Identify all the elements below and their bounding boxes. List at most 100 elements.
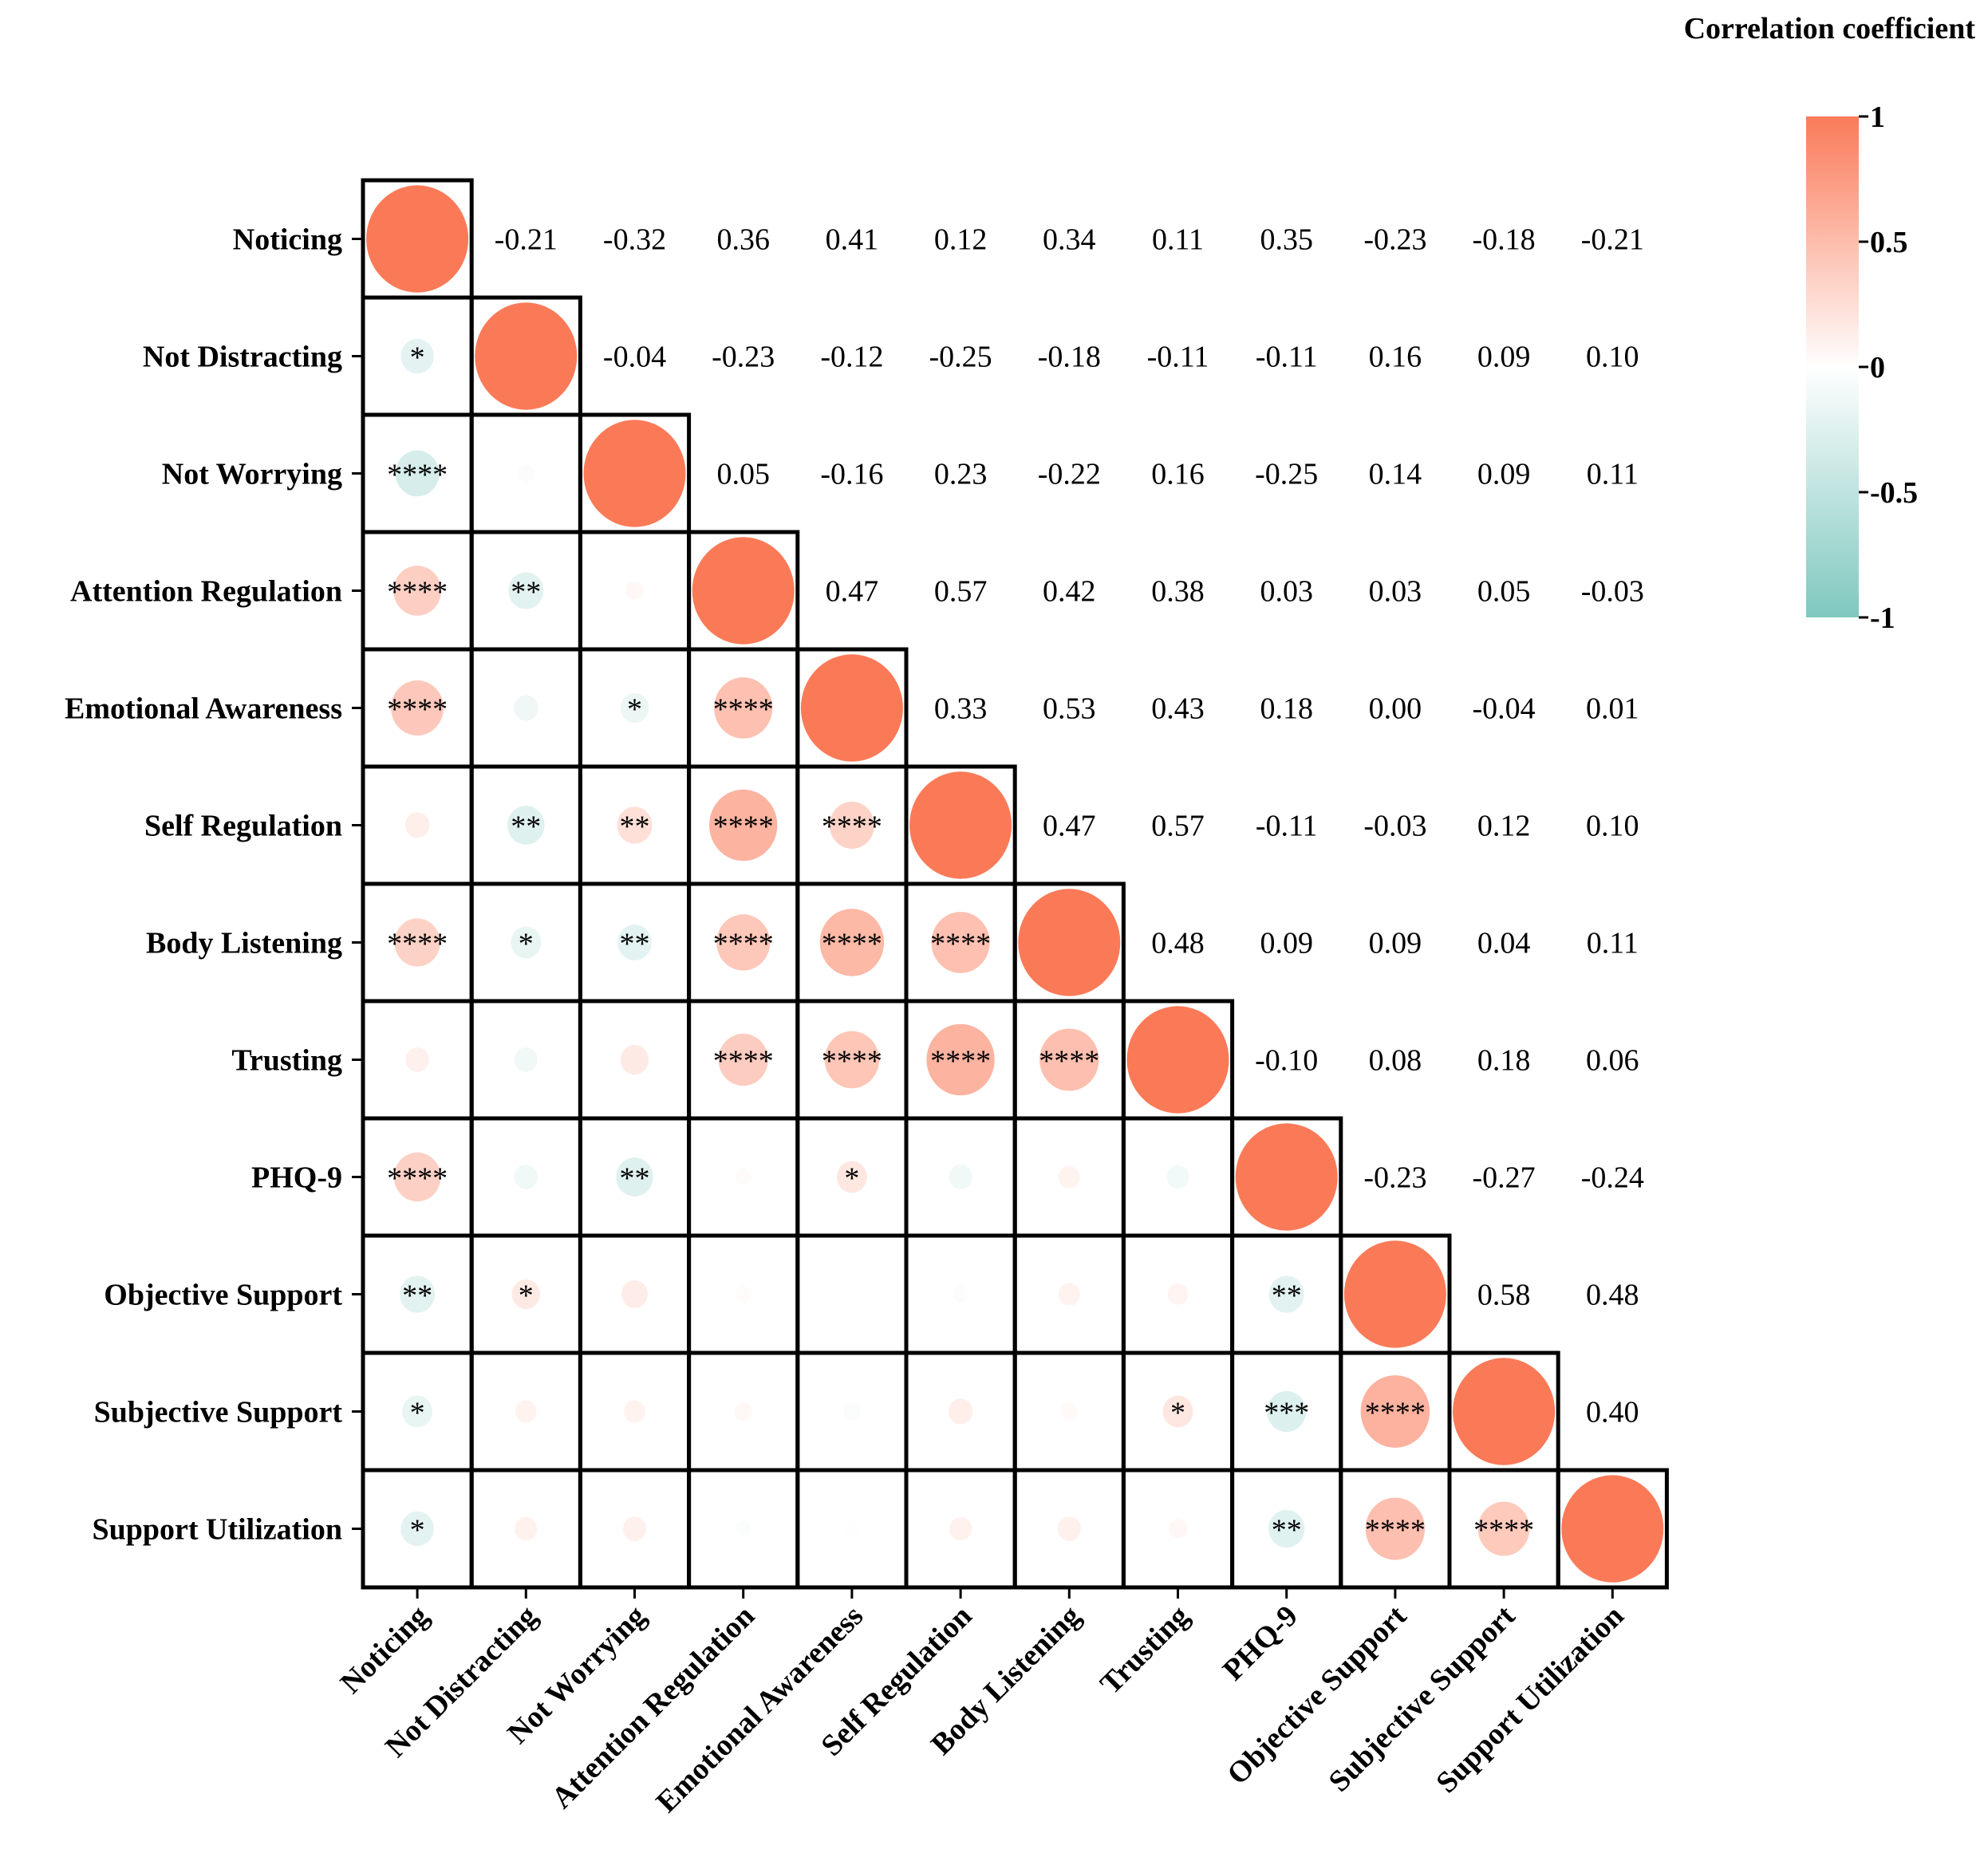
correlation-circle xyxy=(507,806,545,845)
correlation-value: -0.25 xyxy=(929,341,992,374)
correlation-circle xyxy=(1057,1516,1081,1541)
colorbar-gradient xyxy=(1806,116,1859,617)
colorbar-tick-label: 1 xyxy=(1870,101,1885,134)
correlation-circle xyxy=(1060,1402,1078,1421)
diagonal-circle xyxy=(1235,1123,1338,1231)
correlation-circle xyxy=(402,1395,433,1428)
significance-stars: **** xyxy=(822,810,882,844)
row-label-noticing: Noticing xyxy=(233,223,342,257)
correlation-circle xyxy=(735,1520,751,1537)
significance-stars: **** xyxy=(713,693,774,727)
correlation-value: 0.58 xyxy=(1477,1279,1531,1312)
correlation-circle xyxy=(1166,1165,1189,1189)
colorbar-title: Correlation coefficient xyxy=(1684,12,1976,45)
correlation-circle xyxy=(622,1516,647,1541)
correlation-circle xyxy=(1058,1165,1080,1189)
correlation-value: -0.22 xyxy=(1038,458,1101,491)
correlation-value: -0.21 xyxy=(495,223,558,257)
significance-stars: **** xyxy=(387,1162,448,1196)
significance-stars: ** xyxy=(511,810,541,844)
correlation-circle xyxy=(517,464,534,483)
correlation-value: -0.10 xyxy=(1255,1044,1318,1078)
significance-stars: **** xyxy=(387,576,448,609)
correlation-circle xyxy=(845,1287,858,1301)
row-label-support-utilization: Support Utilization xyxy=(92,1513,342,1547)
row-label-objective-support: Objective Support xyxy=(104,1279,342,1312)
significance-stars: **** xyxy=(713,928,774,961)
correlation-circle xyxy=(836,1161,867,1193)
axes xyxy=(352,180,1667,1599)
correlation-value: 0.04 xyxy=(1477,927,1531,960)
correlation-value: 0.47 xyxy=(826,575,879,609)
correlation-circle xyxy=(1039,1028,1099,1091)
significance-stars: ** xyxy=(1272,1279,1302,1313)
correlation-value: 0.18 xyxy=(1477,1044,1531,1078)
diagonal-circle xyxy=(1453,1358,1556,1465)
column-label-attention-regulation: Attention Regulation xyxy=(545,1599,761,1816)
significance-stars: * xyxy=(410,1514,425,1548)
correlation-value: 0.03 xyxy=(1369,575,1422,609)
correlation-value: -0.32 xyxy=(603,223,666,257)
correlation-circle xyxy=(829,802,874,849)
correlation-circle xyxy=(1058,1283,1080,1306)
significance-stars: **** xyxy=(930,928,991,961)
correlation-value: 0.08 xyxy=(1369,1044,1422,1078)
correlation-value: -0.24 xyxy=(1581,1161,1644,1195)
correlation-value: 0.14 xyxy=(1369,458,1422,491)
correlation-value: 0.41 xyxy=(826,223,879,257)
significance-stars: **** xyxy=(1365,1397,1426,1430)
correlation-circle xyxy=(393,1152,441,1202)
correlation-value: 0.09 xyxy=(1260,927,1313,960)
significance-stars: **** xyxy=(822,928,882,961)
correlation-circle xyxy=(394,918,440,967)
significance-stars: **** xyxy=(1039,1045,1099,1078)
correlation-circle xyxy=(1360,1375,1430,1448)
correlation-circle xyxy=(405,1047,429,1072)
row-label-subjective-support: Subjective Support xyxy=(94,1396,343,1429)
diagonal-circle xyxy=(692,537,795,645)
significance-stars: **** xyxy=(713,1045,774,1078)
significance-stars: **** xyxy=(713,810,774,844)
correlation-circle xyxy=(400,1275,436,1313)
correlation-circle xyxy=(931,912,990,973)
correlation-value: 0.35 xyxy=(1260,223,1313,257)
correlation-circle xyxy=(926,1023,995,1096)
colorbar-legend: Correlation coefficient 1 0.5 0 -0.5 -1 xyxy=(1684,12,1976,635)
correlation-value: 0.10 xyxy=(1586,810,1639,843)
diagonal-circle xyxy=(583,420,686,527)
correlation-circle xyxy=(515,1516,538,1541)
correlation-circle xyxy=(616,1157,653,1197)
correlation-value: 0.47 xyxy=(1043,810,1096,843)
correlation-circle xyxy=(625,581,644,601)
correlation-value: 0.33 xyxy=(934,692,988,726)
significance-stars: ** xyxy=(620,928,650,961)
column-label-objective-support: Objective Support xyxy=(1221,1599,1413,1791)
column-label-trusting: Trusting xyxy=(1094,1599,1196,1701)
significance-stars: * xyxy=(627,693,642,727)
correlation-circle xyxy=(511,1279,541,1310)
correlation-value: 0.06 xyxy=(1586,1044,1639,1078)
correlation-circle xyxy=(948,1398,973,1425)
correlation-circle xyxy=(400,1511,434,1547)
correlation-value: -0.27 xyxy=(1473,1161,1536,1195)
significance-stars: * xyxy=(410,341,425,375)
correlation-value: 0.36 xyxy=(716,223,770,257)
diagonal-circle xyxy=(1126,1006,1229,1114)
significance-stars: **** xyxy=(930,1045,991,1078)
correlation-circle xyxy=(515,1400,537,1423)
correlation-circle xyxy=(1268,1275,1304,1313)
correlation-circle xyxy=(949,1165,972,1189)
correlation-circle xyxy=(1167,1283,1189,1306)
diagonal-circle xyxy=(475,302,578,410)
significance-stars: **** xyxy=(387,693,448,727)
matrix-cells: -0.21 -0.32 0.36 0.41 0.12 0.34 0.11 0.35 -0.23 -… xyxy=(366,185,1664,1583)
correlation-value: -0.11 xyxy=(1256,341,1318,374)
correlation-value: 0.57 xyxy=(1151,810,1205,843)
correlation-value: 0.16 xyxy=(1369,341,1422,374)
correlation-circle xyxy=(714,677,773,739)
correlation-circle xyxy=(617,806,653,844)
row-label-not-distracting: Not Distracting xyxy=(143,341,342,374)
correlation-value: 0.12 xyxy=(1477,810,1531,843)
correlation-value: 0.53 xyxy=(1043,692,1096,726)
significance-stars: **** xyxy=(1473,1514,1534,1548)
